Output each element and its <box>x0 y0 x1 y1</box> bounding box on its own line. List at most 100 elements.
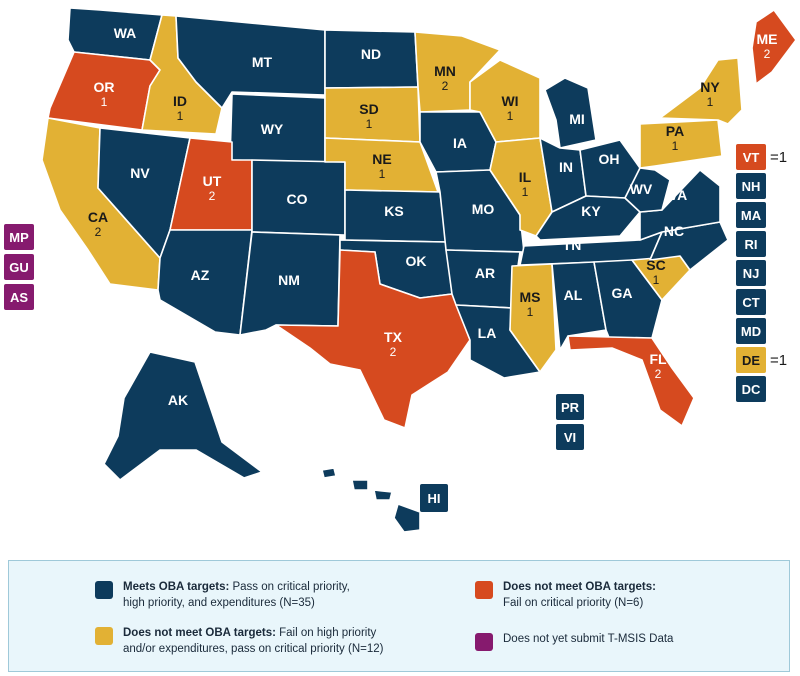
box-label-nj: NJ <box>743 266 760 281</box>
state-label-fl: FL <box>649 351 667 367</box>
state-label-ne: NE <box>372 151 391 167</box>
state-count-ca: 2 <box>95 225 102 239</box>
state-label-sc: SC <box>646 257 665 273</box>
state-label-az: AZ <box>191 267 210 283</box>
box-label-de: DE <box>742 353 760 368</box>
box-vi <box>556 424 584 450</box>
state-count-fl: 2 <box>655 367 662 381</box>
state-count-mn: 2 <box>442 79 449 93</box>
box-as <box>4 284 34 310</box>
legend-fail-high-desc-2: and/or expenditures, pass on critical pr… <box>123 643 384 655</box>
legend-meets-desc-1: Pass on critical priority, <box>229 581 350 593</box>
state-label-ut: UT <box>203 173 222 189</box>
box-hi <box>420 484 448 512</box>
state-label-ky: KY <box>581 203 601 219</box>
state-hi <box>321 467 421 533</box>
legend-swatch-fail-critical <box>475 581 493 599</box>
legend-meets-desc-2: high priority, and expenditures (N=35) <box>123 597 315 609</box>
state-label-nd: ND <box>361 46 381 62</box>
state-label-ar: AR <box>475 265 495 281</box>
box-suffix-vt: =1 <box>770 149 787 166</box>
state-label-va: VA <box>669 187 687 203</box>
box-label-hi: HI <box>428 491 441 506</box>
state-count-sc: 1 <box>653 273 660 287</box>
box-ct <box>736 289 766 315</box>
state-label-al: AL <box>564 287 583 303</box>
state-label-mi: MI <box>569 111 585 127</box>
state-label-nc: NC <box>664 223 684 239</box>
box-md <box>736 318 766 344</box>
box-label-as: AS <box>10 290 28 305</box>
map-legend: Meets OBA targets: Pass on critical prio… <box>8 560 790 672</box>
box-label-vi: VI <box>564 430 576 445</box>
state-label-oh: OH <box>599 151 620 167</box>
state-label-in: IN <box>559 159 573 175</box>
state-pa <box>639 119 723 169</box>
legend-no-tmsis-desc: Does not yet submit T-MSIS Data <box>503 633 674 645</box>
state-count-or: 1 <box>101 95 108 109</box>
state-ny <box>659 57 743 125</box>
box-label-gu: GU <box>9 260 29 275</box>
state-label-tn: TN <box>563 237 582 253</box>
state-label-nm: NM <box>278 272 300 288</box>
state-label-wv: WV <box>630 181 653 197</box>
legend-fail-critical-title: Does not meet OBA targets: <box>503 581 656 593</box>
legend-swatch-fail-high <box>95 627 113 645</box>
box-label-dc: DC <box>742 382 761 397</box>
box-label-ma: MA <box>741 208 762 223</box>
state-label-me: ME <box>757 31 778 47</box>
box-nj <box>736 260 766 286</box>
box-mp <box>4 224 34 250</box>
box-pr <box>556 394 584 420</box>
state-count-id: 1 <box>177 109 184 123</box>
state-al <box>551 261 607 351</box>
box-vt <box>736 144 766 170</box>
box-suffix-de: =1 <box>770 352 787 369</box>
box-de <box>736 347 766 373</box>
state-mi <box>544 77 597 149</box>
state-label-ca: CA <box>88 209 108 225</box>
legend-swatch-meets <box>95 581 113 599</box>
state-label-ok: OK <box>406 253 427 269</box>
state-label-mt: MT <box>252 54 273 70</box>
box-nh <box>736 173 766 199</box>
box-label-mp: MP <box>9 230 29 245</box>
box-label-nh: NH <box>742 179 761 194</box>
state-label-nv: NV <box>130 165 150 181</box>
state-count-ny: 1 <box>707 95 714 109</box>
box-ri <box>736 231 766 257</box>
state-count-me: 2 <box>764 47 771 61</box>
box-ma <box>736 202 766 228</box>
state-label-il: IL <box>519 169 532 185</box>
state-count-wi: 1 <box>507 109 514 123</box>
state-label-pa: PA <box>666 123 684 139</box>
box-label-vt: VT <box>743 150 760 165</box>
box-label-md: MD <box>741 324 761 339</box>
state-label-ia: IA <box>453 135 467 151</box>
legend-fail-high-desc-1: Fail on high priority <box>275 627 377 639</box>
state-fl <box>567 335 695 427</box>
state-label-la: LA <box>478 325 497 341</box>
state-label-ak: AK <box>168 392 188 408</box>
state-label-ms: MS <box>520 289 541 305</box>
state-label-tx: TX <box>384 329 403 345</box>
state-tx <box>275 249 471 429</box>
legend-item-fail-critical: Does not meet OBA targets: Fail on criti… <box>475 579 656 611</box>
box-gu <box>4 254 34 280</box>
legend-fail-high-title: Does not meet OBA targets: <box>123 627 276 639</box>
legend-item-fail-high: Does not meet OBA targets: Fail on high … <box>95 625 383 657</box>
legend-fail-critical-desc: Fail on critical priority (N=6) <box>503 597 644 609</box>
us-states-map: WAOR1CA2ID1NVMTWYUT2AZCONMNDSD1NE1KSOKTX… <box>4 7 797 533</box>
box-label-ri: RI <box>745 237 758 252</box>
state-label-sd: SD <box>359 101 378 117</box>
legend-swatch-no-tmsis <box>475 633 493 651</box>
state-label-wi: WI <box>501 93 518 109</box>
state-count-il: 1 <box>522 185 529 199</box>
box-dc <box>736 376 766 402</box>
state-label-ks: KS <box>384 203 403 219</box>
state-label-wy: WY <box>261 121 284 137</box>
state-label-ga: GA <box>612 285 633 301</box>
state-me <box>751 9 797 85</box>
legend-item-no-tmsis: Does not yet submit T-MSIS Data <box>475 631 673 651</box>
state-label-wa: WA <box>114 25 137 41</box>
